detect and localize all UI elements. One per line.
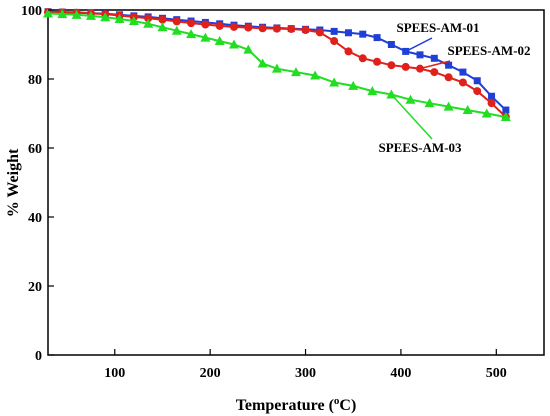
y-tick-label: 0	[35, 349, 42, 364]
series-3	[43, 8, 511, 121]
data-point	[315, 28, 324, 37]
data-point	[344, 47, 353, 56]
x-axis-title-main: Temperature (	[236, 397, 334, 414]
annotation-label: SPEES-AM-01	[396, 20, 479, 35]
data-point	[301, 26, 310, 35]
data-point	[344, 29, 352, 37]
x-axis-title-unit: C)	[339, 397, 356, 414]
data-point	[462, 105, 473, 115]
data-point	[424, 98, 435, 108]
data-point	[271, 63, 282, 73]
data-point	[257, 58, 268, 68]
data-point	[401, 62, 410, 71]
data-point	[215, 21, 224, 30]
x-tick-label: 400	[390, 366, 411, 381]
data-point	[387, 61, 396, 70]
data-point	[128, 16, 139, 26]
data-point	[186, 29, 197, 39]
annotation-arrow	[405, 37, 433, 53]
data-point	[488, 92, 496, 100]
data-point	[458, 78, 467, 87]
data-point	[291, 67, 301, 77]
x-axis-title-sup: o	[334, 395, 340, 407]
data-point	[359, 30, 367, 38]
data-point	[85, 10, 96, 20]
data-point	[430, 68, 439, 77]
data-point	[473, 77, 481, 85]
x-tick-label: 200	[200, 366, 221, 381]
data-point	[229, 39, 239, 49]
data-point	[287, 24, 296, 33]
data-point	[473, 87, 482, 96]
y-tick-label: 100	[21, 4, 42, 19]
data-point	[502, 106, 510, 114]
data-point	[201, 20, 210, 29]
data-point	[330, 37, 339, 46]
y-tick-label: 40	[28, 211, 42, 226]
data-point	[329, 77, 340, 87]
annotation-label: SPEES-AM-02	[447, 43, 530, 58]
data-point	[358, 54, 367, 63]
data-point	[310, 70, 321, 80]
data-point	[444, 73, 453, 82]
annotation-layer: SPEES-AM-01 SPEES-AM-02 SPEES-AM-03	[378, 20, 530, 155]
data-point	[430, 54, 438, 62]
data-point	[330, 27, 338, 35]
data-point	[172, 17, 181, 26]
x-tick-label: 300	[295, 366, 316, 381]
data-point	[500, 111, 511, 121]
x-tick-label: 500	[486, 366, 507, 381]
y-tick-label: 80	[28, 73, 42, 88]
data-point	[443, 101, 454, 111]
annotation-arrow	[390, 94, 433, 140]
data-point	[272, 24, 281, 33]
data-point	[258, 24, 267, 33]
x-tick-label: 100	[104, 366, 125, 381]
y-tick-label: 60	[28, 142, 42, 157]
data-point	[348, 80, 359, 90]
data-point	[158, 15, 167, 24]
data-point	[367, 86, 378, 96]
data-point	[487, 99, 496, 108]
x-axis-title: Temperature (oC)	[236, 395, 357, 414]
plot-frame	[47, 9, 545, 356]
data-point	[387, 41, 395, 48]
y-axis-title: % Weight	[5, 148, 22, 217]
data-point	[230, 22, 238, 31]
data-point	[100, 12, 111, 22]
data-point	[187, 19, 196, 28]
data-point	[459, 68, 467, 76]
annotation-arrow	[419, 60, 451, 70]
data-point	[445, 61, 453, 69]
data-point	[71, 9, 82, 19]
data-point	[43, 8, 53, 18]
data-point	[214, 36, 225, 46]
data-point	[243, 44, 254, 54]
data-point	[405, 94, 416, 104]
y-tick-label: 20	[28, 280, 42, 295]
annotation-label: SPEES-AM-03	[378, 140, 462, 155]
data-point	[157, 22, 168, 32]
data-point	[114, 13, 125, 23]
data-point	[143, 18, 154, 28]
data-point	[481, 108, 492, 118]
data-point	[416, 51, 424, 59]
series-layer	[43, 8, 511, 121]
data-point	[244, 23, 253, 32]
data-point	[57, 9, 68, 19]
data-point	[200, 32, 211, 42]
ticks-layer: 100 200 300 400 500 0 20 40 60 80 100	[21, 4, 507, 381]
data-point	[373, 57, 382, 66]
data-point	[144, 14, 153, 23]
data-point	[373, 34, 381, 42]
data-point	[171, 25, 182, 35]
